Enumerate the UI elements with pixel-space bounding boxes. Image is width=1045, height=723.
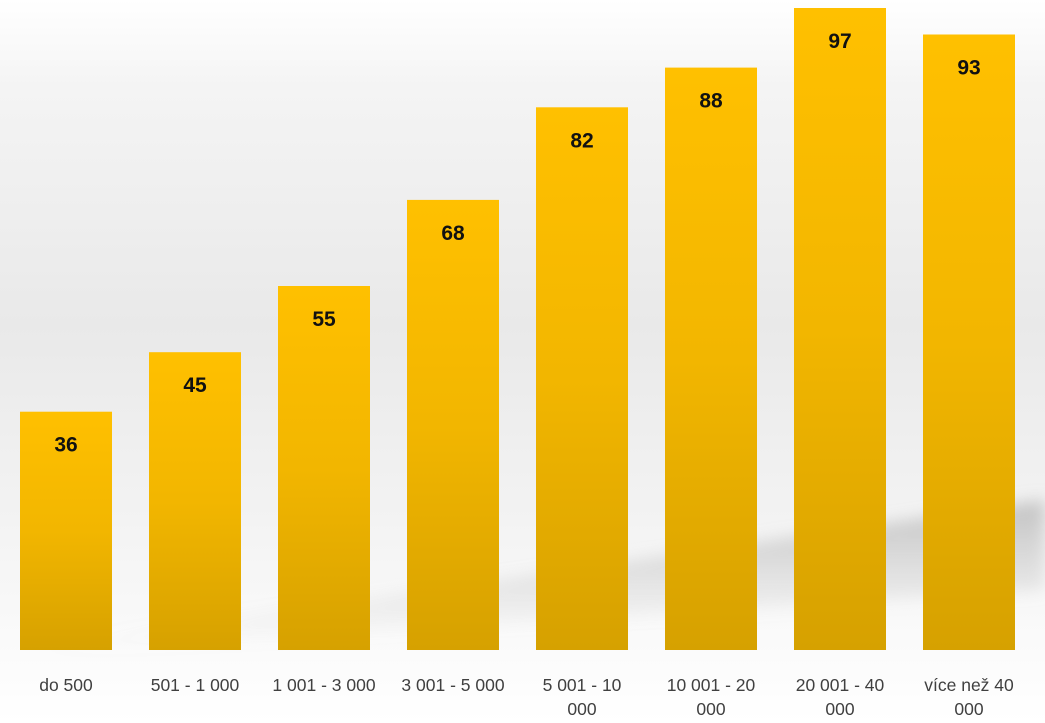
category-label-line: 501 - 1 000 [151, 675, 240, 695]
bar-0 [20, 411, 112, 650]
data-label-0: 36 [54, 434, 77, 457]
data-label-3: 68 [441, 222, 465, 245]
category-label-line: 000 [696, 699, 725, 719]
category-label-line: více než 40 [924, 675, 1014, 695]
data-label-7: 93 [957, 57, 980, 80]
data-label-4: 82 [570, 129, 593, 152]
data-label-1: 45 [183, 374, 207, 397]
category-label-line: 3 001 - 5 000 [401, 675, 504, 695]
category-label-6: 20 001 - 40 000 [796, 675, 885, 719]
category-label-line: 10 001 - 20 [667, 675, 756, 695]
floor-shadow [20, 500, 1045, 650]
category-label-line: 000 [567, 699, 596, 719]
category-label-line: 5 001 - 10 [543, 675, 622, 695]
bars [20, 8, 1015, 651]
bar-5 [665, 67, 757, 651]
floor-shadow-shape [20, 500, 1045, 650]
category-label-line: 1 001 - 3 000 [272, 675, 375, 695]
category-label-4: 5 001 - 10 000 [543, 675, 622, 719]
category-label-0: do 500 [39, 675, 93, 695]
data-labels: 36 45 55 68 82 88 97 93 [54, 30, 980, 457]
category-label-line: do 500 [39, 675, 93, 695]
category-label-line: 20 001 - 40 [796, 675, 885, 695]
category-label-1: 501 - 1 000 [151, 675, 240, 695]
bar-7 [923, 34, 1015, 650]
data-label-6: 97 [828, 30, 851, 53]
bar-6 [794, 8, 886, 650]
category-label-7: více než 40 000 [924, 675, 1014, 719]
category-label-line: 000 [954, 699, 983, 719]
category-label-line: 000 [825, 699, 854, 719]
data-label-5: 88 [699, 90, 723, 113]
bar-1 [149, 352, 241, 650]
bar-3 [407, 199, 499, 650]
bar-2 [278, 286, 370, 650]
category-label-2: 1 001 - 3 000 [272, 675, 375, 695]
category-axis: do 500 501 - 1 000 1 001 - 3 000 3 001 - 5 … [39, 675, 1014, 719]
data-label-2: 55 [312, 308, 336, 331]
category-label-5: 10 001 - 20 000 [667, 675, 756, 719]
bar-4 [536, 107, 628, 651]
category-label-3: 3 001 - 5 000 [401, 675, 504, 695]
